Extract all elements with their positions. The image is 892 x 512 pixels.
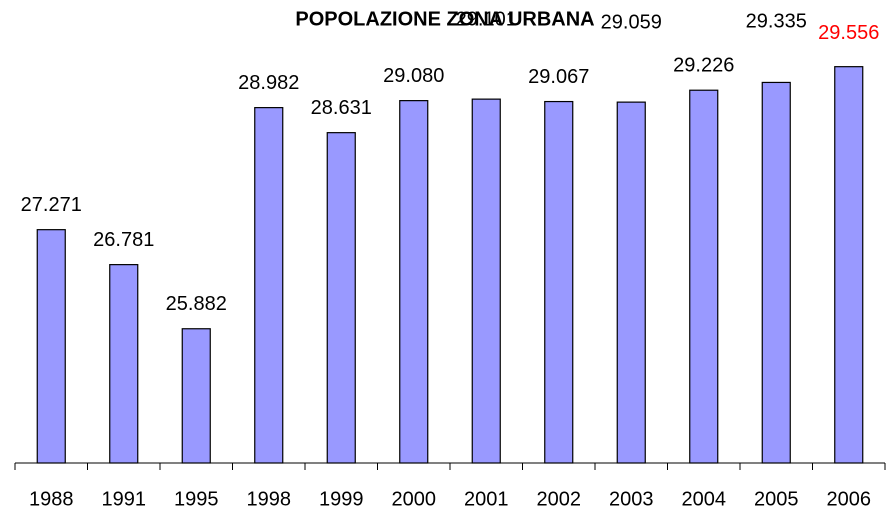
bar [471, 98, 501, 464]
value-label: 29.101 [456, 8, 517, 30]
bar [181, 328, 211, 464]
x-tick-label: 2000 [392, 488, 437, 510]
bar [109, 264, 139, 464]
chart-title: POPOLAZIONE ZONA URBANA [295, 8, 594, 30]
x-tick-label: 2004 [682, 488, 727, 510]
value-label: 29.335 [746, 11, 807, 33]
x-tick-label: 1991 [102, 488, 147, 510]
bar [36, 229, 66, 464]
value-label: 29.226 [673, 54, 734, 76]
value-label: 29.067 [528, 66, 589, 88]
bar [616, 101, 646, 464]
x-tick-label: 2005 [754, 488, 799, 510]
x-tick-label: 1999 [319, 488, 364, 510]
x-tick-label: 1998 [247, 488, 292, 510]
bar [834, 66, 864, 464]
bar [544, 100, 574, 464]
x-tick-label: 2002 [537, 488, 582, 510]
x-tick-label: 1988 [29, 488, 74, 510]
value-label: 27.271 [21, 194, 82, 216]
x-tick-label: 2001 [464, 488, 509, 510]
bar [399, 100, 429, 464]
x-tick-label: 2003 [609, 488, 654, 510]
value-label: 28.982 [238, 72, 299, 94]
x-tick-label: 1995 [174, 488, 219, 510]
bar [761, 81, 791, 464]
value-label: 25.882 [166, 293, 227, 315]
bar [326, 132, 356, 464]
value-label: 28.631 [311, 97, 372, 119]
bar [689, 89, 719, 464]
x-tick-label: 2006 [827, 488, 872, 510]
bar [254, 107, 284, 464]
value-label: 29.556 [818, 22, 879, 44]
value-label: 29.080 [383, 65, 444, 87]
value-label: 26.781 [93, 229, 154, 251]
value-label: 29.059 [601, 11, 662, 33]
